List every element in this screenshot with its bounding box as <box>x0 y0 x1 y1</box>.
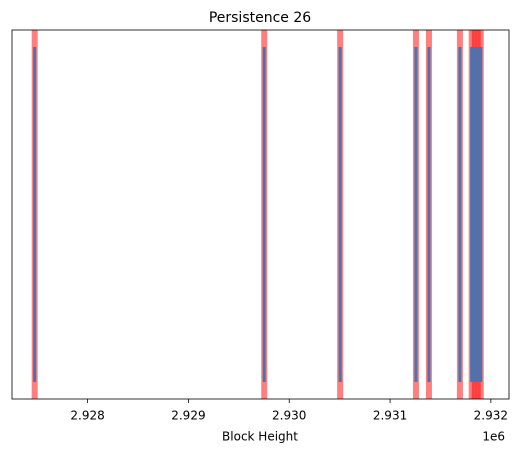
x-tick-label: 2.932 <box>474 409 508 423</box>
x-tick-label: 2.929 <box>171 409 205 423</box>
x-tick-label: 2.931 <box>373 409 407 423</box>
x-tick-label: 2.930 <box>272 409 306 423</box>
x-axis-label: Block Height <box>222 430 298 444</box>
axes-frame <box>11 29 510 400</box>
chart-title: Persistence 26 <box>209 10 311 26</box>
x-tick-label: 2.928 <box>70 409 104 423</box>
x-offset-label: 1e6 <box>482 430 505 444</box>
plot-area <box>31 30 484 399</box>
